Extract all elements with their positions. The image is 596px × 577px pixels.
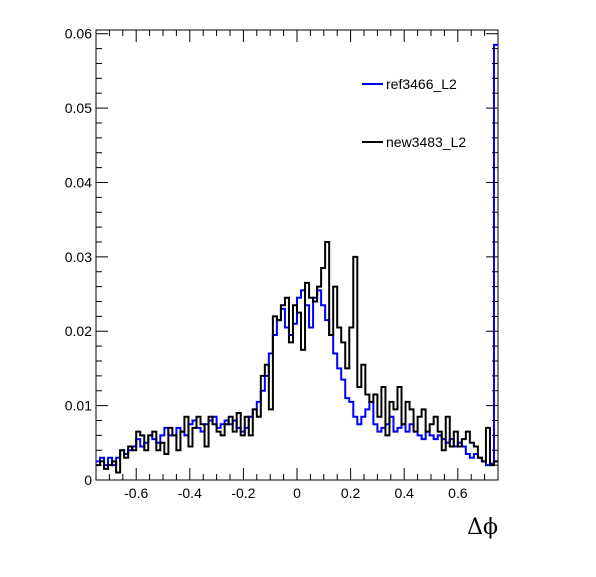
x-tick-label: 0.4 [394,485,414,501]
x-tick-label: 0 [293,485,301,501]
plot-frame [95,29,499,481]
y-tick-label: 0.02 [65,323,92,339]
y-tick-label: 0 [84,472,92,488]
x-tick-label: -0.6 [124,485,148,501]
series-layer [96,43,498,474]
y-tick-label: 0.03 [65,249,92,265]
x-tick-label: -0.4 [178,485,202,501]
x-tick-label: 0.2 [341,485,361,501]
legend: ref3466_L2 new3483_L2 [362,76,466,150]
y-tick-label: 0.01 [65,398,92,414]
y-tick-label: 0.05 [65,100,92,116]
legend-label-new3483-l2: new3483_L2 [386,134,466,150]
series-new3483-l2-line [96,240,498,474]
y-tick-label: 0.04 [65,174,92,190]
x-tick-label: 0.6 [448,485,468,501]
legend-label-ref3466-l2: ref3466_L2 [386,76,457,92]
series-ref3466-l2-line [96,43,498,467]
x-tick-label: -0.2 [231,485,255,501]
y-tick-label: 0.06 [65,26,92,42]
axes-layer: -0.6 -0.4 -0.2 0 0.2 0.4 0.6 0 0.01 0.02 0.03 0.04 0… [65,26,499,501]
x-axis-title: Δϕ [467,515,498,540]
